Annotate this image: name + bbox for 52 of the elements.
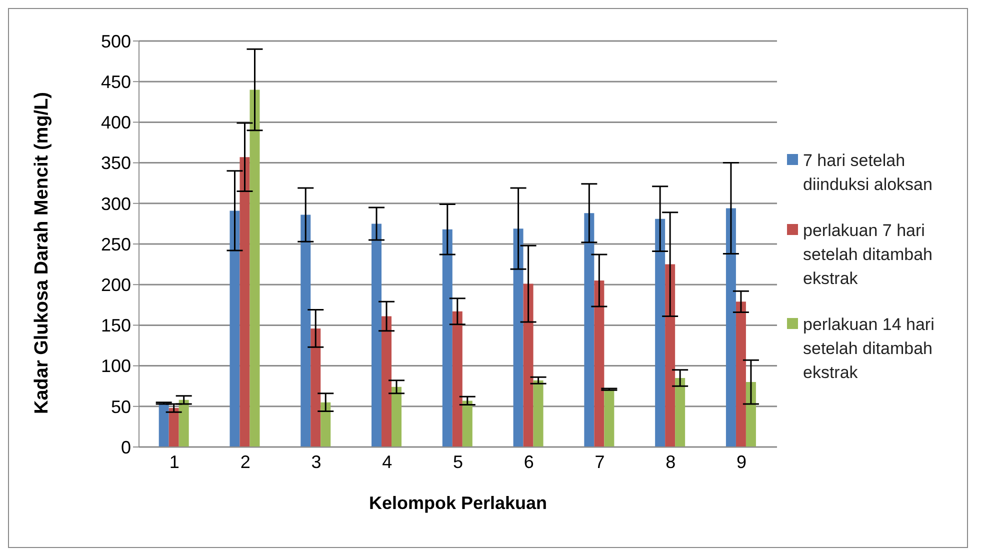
x-tick-label: 5: [452, 452, 464, 472]
bar: [392, 386, 402, 447]
y-tick-label: 150: [100, 316, 131, 336]
y-tick-label: 300: [100, 194, 131, 214]
bar: [665, 264, 676, 447]
bar: [382, 316, 392, 447]
bar: [462, 400, 472, 447]
bar: [250, 90, 260, 447]
x-tick-label: 8: [666, 452, 676, 472]
bar: [452, 311, 462, 447]
x-tick-label: 6: [524, 452, 534, 472]
legend-label: perlakuan 14 hari setelah ditambah ekstrak: [803, 314, 936, 384]
y-axis-title: Kadar Glukosa Darah Mencit (mg/L): [32, 92, 53, 414]
bar: [320, 402, 331, 447]
x-tick-label: 2: [240, 452, 250, 472]
bar: [240, 157, 250, 447]
bar: [178, 400, 189, 447]
y-tick-label: 250: [100, 234, 131, 254]
bar: [230, 210, 240, 447]
bar: [746, 382, 756, 447]
y-tick-label: 0: [120, 437, 131, 458]
bar: [513, 228, 524, 447]
bar: [726, 208, 736, 447]
bar: [168, 408, 179, 447]
y-tick-label: 400: [100, 112, 131, 133]
x-tick-label: 9: [736, 452, 747, 472]
y-tick-label: 350: [100, 153, 131, 174]
legend-label: 7 hari setelah diinduksi aloksan: [803, 150, 934, 196]
x-tick-label: 1: [169, 452, 180, 472]
bar: [158, 403, 169, 447]
bar: [523, 284, 534, 447]
legend-label: perlakuan 7 hari setelah ditambah ekstrak: [803, 220, 934, 290]
x-tick-label: 3: [311, 452, 322, 472]
bar: [604, 389, 614, 447]
bar: [442, 229, 452, 447]
bar: [736, 302, 746, 447]
x-tick-label: 7: [594, 452, 605, 472]
y-tick-label: 200: [100, 274, 131, 295]
bar: [655, 218, 666, 447]
y-tick-label: 450: [100, 72, 131, 92]
y-tick-label: 50: [110, 396, 131, 417]
bar: [533, 380, 544, 447]
y-tick-label: 500: [100, 31, 131, 52]
x-tick-label: 4: [382, 452, 392, 472]
bar: [584, 213, 594, 447]
bar: [300, 214, 311, 447]
bar: [310, 328, 321, 447]
bar: [372, 224, 382, 447]
y-tick-label: 100: [100, 356, 131, 376]
bar: [675, 378, 686, 447]
x-axis-title: Kelompok Perlakuan: [368, 493, 548, 513]
bar: [594, 280, 604, 447]
